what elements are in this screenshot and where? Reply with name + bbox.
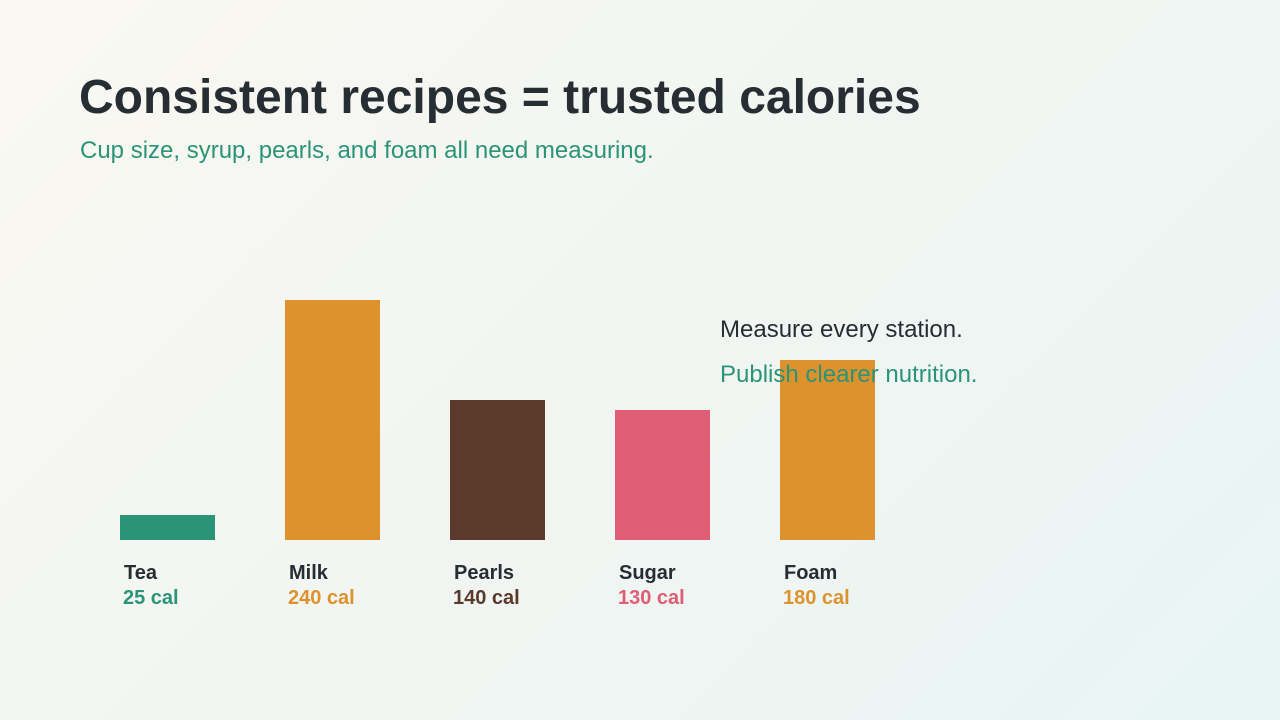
value-label-sugar: 130 cal [618,587,685,609]
note-measure: Measure every station. [720,316,963,343]
value-label-foam: 180 cal [783,587,850,609]
value-label-milk: 240 cal [288,587,355,609]
category-label-tea: Tea [124,562,158,584]
slide-title: Consistent recipes = trusted calories [79,71,921,124]
slide-subtitle: Cup size, syrup, pearls, and foam all ne… [80,137,654,164]
category-label-pearls: Pearls [454,562,514,584]
bar-pearls [450,400,545,540]
value-label-pearls: 140 cal [453,587,520,609]
bar-sugar [615,410,710,540]
note-publish: Publish clearer nutrition. [720,361,978,388]
category-label-foam: Foam [784,562,837,584]
value-label-tea: 25 cal [123,587,179,609]
bar-foam [780,360,875,540]
bar-tea [120,515,215,540]
bar-milk [285,300,380,540]
category-label-sugar: Sugar [619,562,676,584]
category-label-milk: Milk [289,562,329,584]
